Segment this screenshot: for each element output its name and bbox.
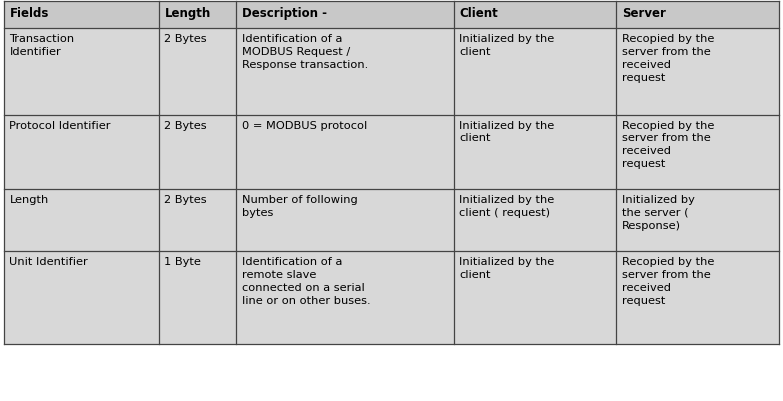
Bar — [159, 2, 236, 29]
Bar — [159, 29, 236, 115]
Text: Fields: Fields — [9, 7, 49, 20]
Text: Initialized by the
client: Initialized by the client — [459, 120, 554, 143]
Text: Identification of a
MODBUS Request /
Response transaction.: Identification of a MODBUS Request / Res… — [242, 34, 368, 70]
Text: Server: Server — [622, 7, 666, 20]
Bar — [616, 190, 779, 252]
Bar — [236, 190, 453, 252]
Text: 0 = MODBUS protocol: 0 = MODBUS protocol — [242, 120, 367, 130]
Bar — [4, 2, 159, 29]
Text: Initialized by
the server (
Response): Initialized by the server ( Response) — [622, 194, 695, 230]
Text: Identification of a
remote slave
connected on a serial
line or on other buses.: Identification of a remote slave connect… — [242, 257, 370, 305]
Text: Client: Client — [459, 7, 498, 20]
Bar — [453, 29, 616, 115]
Text: Number of following
bytes: Number of following bytes — [242, 194, 358, 217]
Text: Unit Identifier: Unit Identifier — [9, 257, 88, 267]
Text: 2 Bytes: 2 Bytes — [164, 120, 207, 130]
Bar — [616, 29, 779, 115]
Bar — [4, 190, 159, 252]
Bar — [453, 252, 616, 344]
Text: Length: Length — [9, 194, 49, 205]
Text: Length: Length — [164, 7, 211, 20]
Bar — [236, 2, 453, 29]
Bar — [4, 29, 159, 115]
Bar — [453, 2, 616, 29]
Text: Initialized by the
client: Initialized by the client — [459, 34, 554, 57]
Bar — [616, 2, 779, 29]
Bar — [453, 190, 616, 252]
Text: 2 Bytes: 2 Bytes — [164, 194, 207, 205]
Bar — [236, 252, 453, 344]
Text: Description -: Description - — [242, 7, 327, 20]
Text: Protocol Identifier: Protocol Identifier — [9, 120, 111, 130]
Text: 2 Bytes: 2 Bytes — [164, 34, 207, 44]
Bar — [236, 29, 453, 115]
Bar — [616, 252, 779, 344]
Text: Initialized by the
client ( request): Initialized by the client ( request) — [459, 194, 554, 217]
Text: Recopied by the
server from the
received
request: Recopied by the server from the received… — [622, 257, 714, 305]
Bar — [159, 252, 236, 344]
Bar — [453, 115, 616, 190]
Bar — [4, 252, 159, 344]
Bar — [236, 115, 453, 190]
Bar — [4, 115, 159, 190]
Text: 1 Byte: 1 Byte — [164, 257, 201, 267]
Bar — [159, 115, 236, 190]
Bar — [159, 190, 236, 252]
Text: Initialized by the
client: Initialized by the client — [459, 257, 554, 279]
Text: Transaction
Identifier: Transaction Identifier — [9, 34, 74, 57]
Bar — [616, 115, 779, 190]
Text: Recopied by the
server from the
received
request: Recopied by the server from the received… — [622, 120, 714, 168]
Text: Recopied by the
server from the
received
request: Recopied by the server from the received… — [622, 34, 714, 82]
